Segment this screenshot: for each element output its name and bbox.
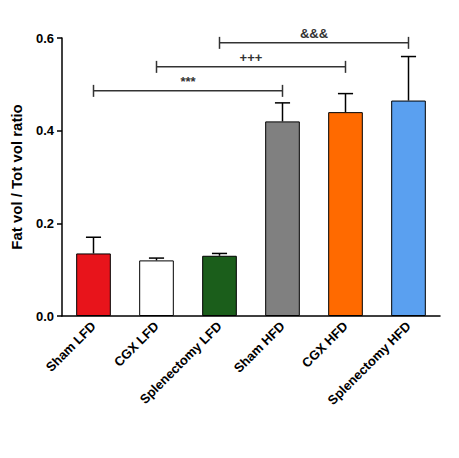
svg-text:+++: +++: [240, 50, 263, 65]
svg-text:0.2: 0.2: [36, 216, 54, 231]
svg-text:CGX HFD: CGX HFD: [299, 319, 351, 371]
svg-text:***: ***: [180, 74, 196, 89]
svg-text:0.0: 0.0: [36, 309, 54, 324]
svg-text:0.4: 0.4: [36, 123, 55, 138]
svg-text:Splenectomy LFD: Splenectomy LFD: [137, 319, 225, 407]
svg-text:Fat vol / Tot vol ratio: Fat vol / Tot vol ratio: [8, 104, 25, 250]
svg-text:0.6: 0.6: [36, 31, 54, 46]
svg-text:Sham HFD: Sham HFD: [231, 319, 288, 376]
svg-text:&&&: &&&: [300, 26, 328, 41]
svg-text:CGX LFD: CGX LFD: [111, 319, 162, 370]
svg-text:Sham LFD: Sham LFD: [43, 319, 99, 375]
svg-text:Splenectomy HFD: Splenectomy HFD: [325, 319, 414, 408]
